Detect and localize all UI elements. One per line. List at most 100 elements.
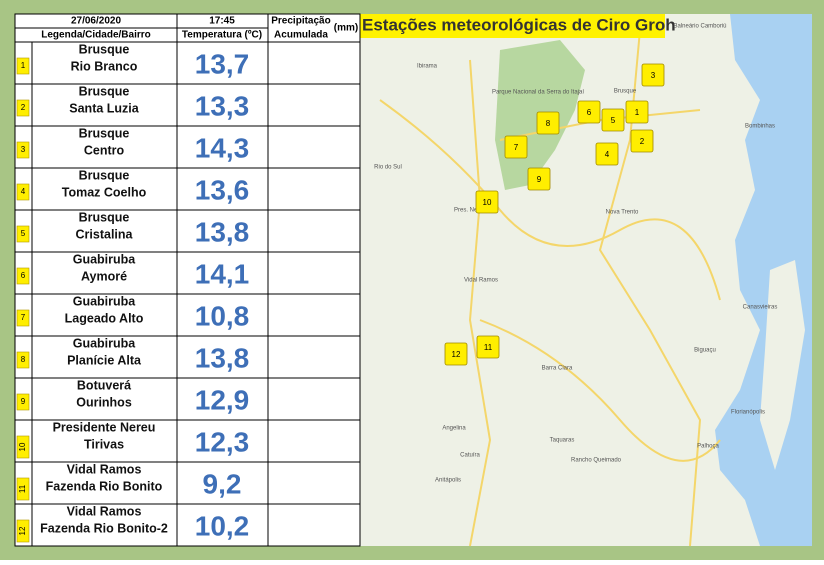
- cell: [31, 41, 178, 85]
- temperature: 13,8: [195, 216, 250, 247]
- station-number: 9: [21, 397, 26, 406]
- temperature: 12,3: [195, 426, 250, 457]
- number-badge: [16, 57, 30, 75]
- cell: [267, 335, 361, 379]
- cell: [267, 293, 361, 337]
- station-marker-label: 12: [452, 350, 461, 359]
- cell: [176, 461, 269, 505]
- station-marker: [577, 100, 601, 124]
- city: Brusque: [79, 168, 130, 182]
- neighborhood: Santa Luzia: [69, 101, 140, 115]
- cell: [31, 503, 178, 547]
- station-number: 8: [21, 355, 26, 364]
- cell: [31, 293, 178, 337]
- cell: [31, 167, 178, 211]
- station-marker: [476, 335, 500, 359]
- neighborhood: Ourinhos: [76, 395, 132, 409]
- neighborhood: Aymoré: [81, 269, 127, 283]
- neighborhood: Fazenda Rio Bonito: [46, 479, 163, 493]
- station-marker-label: 5: [611, 116, 616, 125]
- station-number: 2: [21, 103, 26, 112]
- cell: [267, 41, 361, 85]
- city: Guabiruba: [73, 336, 137, 350]
- number-badge: [16, 477, 30, 501]
- precip-unit: (mm): [334, 23, 358, 34]
- place-label: Anitápolis: [435, 478, 461, 484]
- neighborhood: Rio Branco: [71, 59, 138, 73]
- place-label: Parque Nacional da Serra do Itajaí: [492, 90, 584, 96]
- cell: [176, 335, 269, 379]
- station-number: 3: [21, 145, 26, 154]
- station-marker: [536, 111, 560, 135]
- station-marker-label: 9: [537, 175, 542, 184]
- cell: [267, 83, 361, 127]
- station-marker: [444, 342, 468, 366]
- temperature: 12,9: [195, 384, 250, 415]
- station-marker-label: 6: [587, 108, 592, 117]
- place-label: Vidal Ramos: [464, 278, 498, 284]
- city: Brusque: [79, 42, 130, 56]
- neighborhood: Centro: [84, 143, 125, 157]
- cell: [176, 125, 269, 169]
- station-marker-label: 11: [484, 343, 493, 352]
- station-marker-label: 2: [640, 137, 645, 146]
- cell: [267, 251, 361, 295]
- cell: [267, 125, 361, 169]
- place-label: Balneário Camboriú: [673, 24, 726, 30]
- station-marker: [641, 63, 665, 87]
- station-number: 11: [18, 484, 27, 493]
- time: 17:45: [209, 16, 235, 27]
- cell: [31, 461, 178, 505]
- station-number: 4: [21, 187, 26, 196]
- neighborhood: Lageado Alto: [65, 311, 144, 325]
- place-label: Ibirama: [417, 64, 438, 70]
- temperature: 14,1: [195, 258, 250, 289]
- number-badge: [16, 99, 30, 117]
- station-number: 12: [18, 526, 27, 535]
- precip-label: Acumulada: [274, 30, 328, 41]
- station-number: 1: [21, 61, 26, 70]
- neighborhood: Planície Alta: [67, 353, 142, 367]
- station-marker: [601, 108, 625, 132]
- place-label: Biguaçu: [694, 348, 716, 354]
- cell: [31, 419, 178, 463]
- cell: [267, 419, 361, 463]
- place-label: Bombinhas: [745, 124, 775, 130]
- cell: [176, 419, 269, 463]
- cell: [176, 83, 269, 127]
- place-label: Canasvieiras: [743, 305, 778, 311]
- place-label: Pres. Nereu: [454, 208, 486, 214]
- cell: [31, 209, 178, 253]
- city: Guabiruba: [73, 252, 137, 266]
- station-marker: [595, 142, 619, 166]
- cell: [176, 167, 269, 211]
- station-marker-label: 8: [546, 119, 551, 128]
- cell: [31, 125, 178, 169]
- temperature: 13,6: [195, 174, 250, 205]
- city: Brusque: [79, 84, 130, 98]
- city: Presidente Nereu: [53, 420, 156, 434]
- precip-label: Precipitação: [271, 16, 330, 27]
- station-marker: [625, 100, 649, 124]
- place-label: Nova Trento: [606, 210, 639, 216]
- station-marker-label: 3: [651, 71, 656, 80]
- place-label: Taquaras: [550, 438, 575, 444]
- city: Botuverá: [77, 378, 131, 392]
- number-badge: [16, 519, 30, 543]
- cell: [31, 377, 178, 421]
- map: Estações meteorológicas de Ciro Groh: [360, 14, 812, 547]
- number-badge: [16, 435, 30, 459]
- cell: [176, 41, 269, 85]
- temperature: 14,3: [195, 132, 250, 163]
- temperature: 10,2: [195, 510, 250, 541]
- legend-label: Legenda/Cidade/Bairro: [41, 30, 150, 41]
- place-label: Catuíra: [460, 453, 480, 459]
- header-cell: [267, 13, 361, 43]
- station-marker-label: 7: [514, 143, 519, 152]
- temperature: 9,2: [203, 468, 242, 499]
- cell: [267, 167, 361, 211]
- station-marker: [630, 129, 654, 153]
- number-badge: [16, 183, 30, 201]
- place-label: Rio do Sul: [374, 165, 402, 171]
